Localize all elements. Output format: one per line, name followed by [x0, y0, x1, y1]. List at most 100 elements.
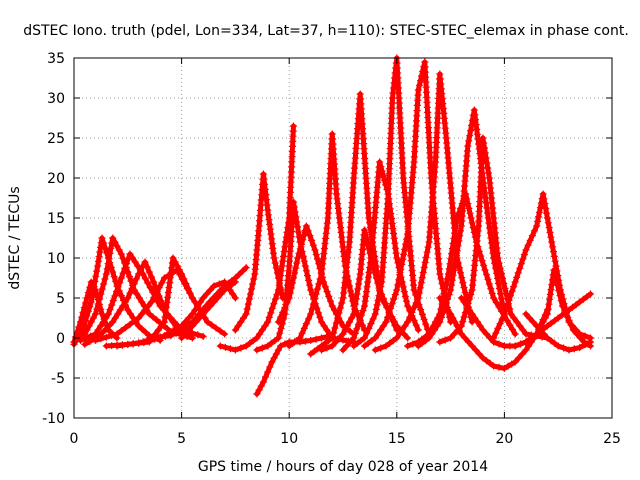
data-point [447, 281, 455, 289]
data-point [244, 300, 252, 308]
data-point [138, 310, 146, 318]
data-point [511, 278, 519, 286]
data-point [404, 342, 412, 350]
data-point [320, 322, 328, 330]
data-point [451, 229, 459, 237]
data-point [453, 322, 461, 330]
data-point [455, 264, 463, 272]
data-point [294, 223, 301, 231]
data-point [256, 330, 264, 338]
data-point [415, 289, 423, 297]
data-point [550, 266, 558, 274]
data-point [357, 311, 365, 319]
data-point [94, 262, 102, 270]
data-point [126, 320, 134, 328]
data-point [474, 318, 481, 326]
data-point [188, 294, 196, 302]
data-point [510, 283, 518, 291]
data-point [495, 259, 503, 267]
y-tick-label: 35 [47, 51, 65, 67]
data-point [277, 342, 285, 350]
data-point [377, 326, 385, 334]
data-point [114, 310, 122, 318]
data-point [447, 310, 455, 318]
data-point [191, 306, 199, 314]
data-point [100, 280, 108, 288]
data-point [89, 288, 97, 296]
data-point [466, 209, 474, 217]
data-point [341, 326, 349, 334]
data-point [203, 318, 211, 326]
data-point [468, 116, 476, 124]
data-point [361, 342, 368, 350]
data-point [581, 332, 589, 340]
data-point [300, 231, 308, 239]
data-point [102, 325, 110, 333]
data-point [107, 244, 115, 252]
data-point [290, 122, 297, 130]
data-point [314, 309, 322, 317]
data-point [298, 240, 305, 248]
data-point [445, 265, 453, 273]
data-point [104, 310, 112, 318]
data-point [111, 314, 119, 322]
data-point [235, 271, 243, 278]
data-point [296, 334, 304, 342]
data-point [323, 288, 331, 296]
data-point [94, 257, 102, 265]
data-point [122, 324, 130, 332]
data-point [408, 308, 416, 316]
data-point [449, 314, 457, 322]
data-point [557, 297, 565, 305]
data-point [359, 307, 367, 315]
data-point [119, 302, 127, 310]
data-point [444, 295, 451, 303]
data-point [422, 253, 430, 261]
data-point [418, 72, 425, 80]
data-point [447, 286, 455, 294]
data-point [570, 345, 578, 353]
data-point [135, 322, 143, 330]
data-point [141, 306, 149, 314]
data-point [481, 266, 489, 274]
data-point [379, 172, 387, 180]
data-point [274, 318, 282, 326]
data-point [144, 279, 152, 287]
data-point [280, 252, 287, 260]
data-point [485, 169, 492, 177]
data-point [343, 322, 351, 330]
data-point [328, 334, 336, 342]
data-point [292, 213, 300, 221]
data-point [264, 342, 272, 350]
data-point [87, 298, 95, 306]
data-point [272, 264, 280, 272]
data-point [312, 251, 320, 259]
data-point [496, 264, 504, 272]
data-point [377, 283, 385, 291]
data-point [480, 261, 488, 269]
data-point [192, 318, 200, 326]
series-26 [436, 294, 551, 372]
data-point [130, 317, 138, 325]
data-point [306, 232, 314, 240]
data-point [403, 297, 410, 305]
data-point [250, 275, 258, 283]
data-point [279, 257, 287, 265]
data-point [368, 337, 376, 345]
data-point [97, 335, 105, 343]
data-point [483, 159, 491, 167]
data-point [458, 274, 466, 282]
data-point [457, 227, 464, 235]
data-point [343, 342, 351, 350]
data-point [135, 270, 143, 278]
data-point [543, 334, 551, 342]
data-point [346, 282, 353, 290]
data-point [217, 290, 225, 298]
data-point [469, 224, 477, 232]
data-point [513, 273, 521, 281]
data-point [448, 245, 456, 252]
data-point [499, 274, 507, 282]
data-point [457, 294, 465, 302]
data-point [216, 342, 224, 350]
data-point [84, 307, 92, 315]
